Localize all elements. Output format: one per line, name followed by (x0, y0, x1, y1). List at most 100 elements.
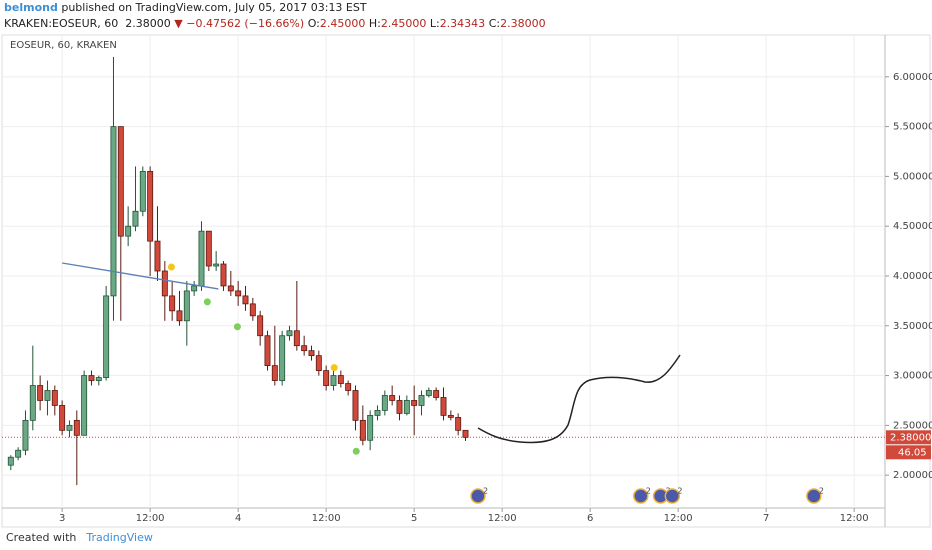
candle-body (117, 126, 124, 237)
brand[interactable]: TradingView (86, 531, 153, 544)
candle-body (257, 315, 264, 337)
candle-body (132, 210, 139, 227)
y-tick-label: 4.50000 (893, 221, 932, 232)
event-label: 2 (677, 487, 682, 496)
signal-marker (233, 323, 241, 331)
label: O: (307, 17, 320, 30)
candle-body (213, 263, 220, 267)
y-tick-label: 5.00000 (893, 171, 932, 182)
x-tick-label: 4 (235, 513, 241, 524)
published: published on TradingView.com, July 05, 2… (61, 1, 367, 14)
candle-body (125, 225, 132, 237)
candle-body (103, 295, 110, 378)
candle-body (411, 400, 418, 406)
countdown-label: 46.05 (898, 447, 927, 458)
y-tick-label: 2.00000 (893, 470, 932, 481)
candle-body (59, 405, 66, 431)
candle-body (367, 414, 374, 441)
event-icon (664, 488, 681, 504)
y-tick-label: 3.00000 (893, 371, 932, 382)
candle-body (352, 390, 359, 421)
y-tick-label: 6.00000 (893, 72, 932, 83)
candle-body (161, 270, 168, 297)
footer: Created with TradingView (6, 530, 153, 546)
value: 2.45000 (319, 17, 366, 30)
candle-body (330, 375, 337, 386)
symbol: KRAKEN:EOSEUR, 60 (4, 17, 119, 30)
candle-body (418, 395, 425, 406)
header: belmond published on TradingView.com, Ju… (4, 0, 546, 32)
value: 2.38000 (500, 17, 546, 30)
candle-body (22, 419, 29, 451)
candle-body (169, 295, 176, 312)
y-tick-label: 5.50000 (893, 122, 932, 133)
price: 2.38000 (125, 17, 171, 30)
candle-body (447, 414, 454, 418)
y-tick-label: 4.00000 (893, 271, 932, 282)
x-tick-label: 12:00 (488, 513, 517, 524)
candle-body (455, 416, 462, 431)
candle-body (191, 285, 198, 292)
candle-body (95, 377, 102, 381)
trendline (62, 262, 219, 290)
candle-body (293, 330, 300, 347)
candle-body (44, 390, 51, 401)
candle-body (51, 390, 58, 406)
label: H: (368, 17, 381, 30)
arrow: ▼ (174, 17, 183, 30)
drawing (477, 354, 681, 444)
x-tick-label: 12:00 (136, 513, 165, 524)
candle-body (81, 375, 88, 436)
candle-body (147, 171, 154, 242)
event-label: 2 (646, 487, 651, 496)
x-tick-label: 3 (59, 513, 65, 524)
value: 2.45000 (380, 17, 427, 30)
label: L: (429, 17, 440, 30)
x-tick-label: 12:00 (840, 513, 869, 524)
x-tick-label: 6 (587, 513, 593, 524)
candle-body (462, 429, 469, 438)
created: Created with (6, 531, 77, 544)
candle-body (264, 335, 271, 367)
candle-body (66, 424, 73, 431)
event-label: 2 (819, 487, 824, 496)
label: C: (488, 17, 501, 30)
candle-body (279, 335, 286, 381)
change: −0.47562 (−16.66%) (186, 17, 305, 30)
candle-body (242, 295, 249, 305)
candle-body (15, 449, 22, 458)
candle-body (154, 240, 161, 272)
candle-body (29, 385, 36, 421)
candle-body (374, 410, 381, 416)
candle-body (139, 171, 146, 212)
header-line: KRAKEN:EOSEUR, 60 2.38000 ▼ −0.47562 (−1… (4, 16, 546, 32)
signal-marker (352, 447, 360, 455)
candle-body (323, 370, 330, 386)
candle-body (205, 230, 212, 267)
candle-body (389, 395, 396, 401)
signal-marker (330, 364, 338, 372)
candle-body (308, 350, 315, 357)
candle-body (249, 303, 256, 317)
x-tick-label: 12:00 (664, 513, 693, 524)
chart-title: EOSEUR, 60, KRAKEN (10, 40, 117, 51)
candle-body (235, 290, 242, 297)
chart: 2.00000 2.50000 3.00000 3.50000 4.00000 4.500… (1, 34, 932, 528)
candle-body (286, 330, 293, 337)
event-icon (470, 488, 486, 504)
candle-body (37, 385, 44, 401)
countdown-box (886, 445, 931, 460)
candle-body (220, 263, 227, 287)
candle-body (425, 390, 432, 396)
value: 2.34343 (439, 17, 486, 30)
author[interactable]: belmond (4, 1, 58, 14)
last-price-label: 2.38000 (890, 432, 931, 443)
event-icon (633, 488, 649, 504)
x-tick-label: 7 (763, 513, 769, 524)
candle-body (183, 290, 190, 322)
signal-marker (203, 298, 211, 306)
event-label: 2 (483, 487, 488, 496)
header-line: belmond published on TradingView.com, Ju… (4, 0, 546, 16)
